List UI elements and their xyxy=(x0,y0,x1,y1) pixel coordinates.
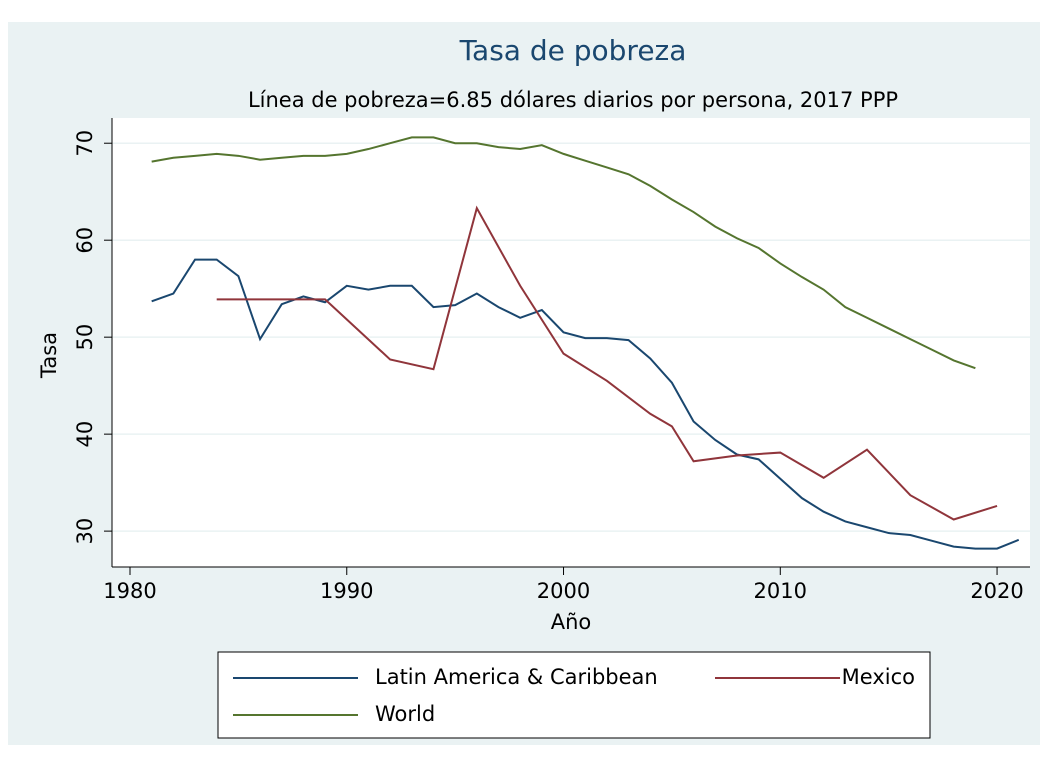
y-tick-label: 50 xyxy=(73,324,97,351)
legend-label: Latin America & Caribbean xyxy=(375,665,658,689)
y-tick-label: 60 xyxy=(73,227,97,254)
x-axis-label: Año xyxy=(551,610,592,634)
x-tick-label: 2020 xyxy=(970,579,1023,603)
x-tick-label: 2000 xyxy=(537,579,590,603)
x-tick-label: 1990 xyxy=(320,579,373,603)
x-tick-label: 1980 xyxy=(103,579,156,603)
series-line xyxy=(216,205,998,521)
y-tick-label: 70 xyxy=(73,130,97,157)
plot-region xyxy=(112,118,1030,567)
legend-label: World xyxy=(375,702,435,726)
chart-subtitle: Línea de pobreza=6.85 dólares diarios po… xyxy=(248,88,898,112)
x-tick-label: 2010 xyxy=(754,579,807,603)
legend-label: Mexico xyxy=(842,665,915,689)
y-axis-label: Tasa xyxy=(37,332,61,379)
legend-box xyxy=(217,651,931,739)
chart-title: Tasa de pobreza xyxy=(459,34,687,67)
series-line xyxy=(151,136,976,370)
y-tick-label: 40 xyxy=(73,421,97,448)
y-tick-label: 30 xyxy=(73,518,97,545)
